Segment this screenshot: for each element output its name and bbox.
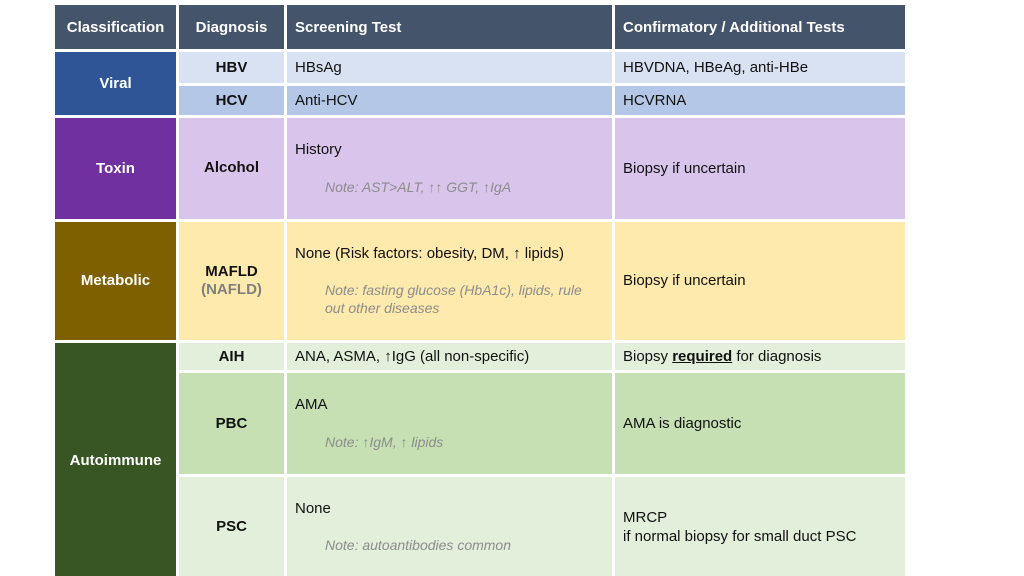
screening-mafld-note: Note: fasting glucose (HbA1c), lipids, r… [325, 282, 582, 317]
confirmatory-hbv: HBVDNA, HBeAg, anti-HBe [615, 52, 905, 83]
diagnosis-hbv: HBV [179, 52, 284, 83]
diagnosis-mafld: MAFLD (NAFLD) [179, 221, 284, 341]
screening-psc-note: Note: autoantibodies common [325, 537, 511, 554]
row-hcv: HCV Anti-HCV HCVRNA [55, 86, 905, 115]
confirmatory-pbc: AMA is diagnostic [615, 373, 905, 474]
screening-alcohol-note: Note: AST>ALT, ↑↑ GGT, ↑IgA [325, 178, 512, 195]
diagnosis-aih: AIH [179, 343, 284, 371]
row-mafld: Metabolic MAFLD (NAFLD) None (Risk facto… [55, 221, 905, 341]
row-hbv: Viral HBV HBsAg HBVDNA, HBeAg, anti-HBe [55, 52, 905, 115]
confirmatory-hcv: HCVRNA [615, 86, 905, 115]
confirmatory-alcohol: Biopsy if uncertain [615, 118, 905, 219]
screening-pbc-main: AMA [295, 396, 328, 414]
screening-psc-main: None [295, 500, 331, 518]
diagnosis-psc: PSC [179, 476, 284, 576]
screening-alcohol: History Note: AST>ALT, ↑↑ GGT, ↑IgA [287, 118, 612, 219]
header-screening-test: Screening Test [287, 5, 612, 49]
header-row: Classification Diagnosis Screening Test … [55, 5, 905, 49]
confirmatory-mafld: Biopsy if uncertain [615, 221, 905, 341]
screening-aih: ANA, ASMA, ↑IgG (all non-specific) [287, 343, 612, 371]
diagnosis-hcv: HCV [179, 86, 284, 115]
confirmatory-psc: MRCP if normal biopsy for small duct PSC [615, 476, 905, 576]
group-autoimmune: Autoimmune [55, 343, 176, 576]
group-toxin: Toxin [55, 118, 176, 219]
row-alcohol: Toxin Alcohol History Note: AST>ALT, ↑↑ … [55, 118, 905, 219]
liver-disease-diagnosis-table: Classification Diagnosis Screening Test … [52, 2, 908, 576]
screening-hbv: HBsAg [287, 52, 612, 83]
header-diagnosis: Diagnosis [179, 5, 284, 49]
diagnosis-pbc: PBC [179, 373, 284, 474]
screening-pbc-note: Note: ↑IgM, ↑ lipids [325, 433, 444, 450]
diagnosis-alcohol: Alcohol [179, 118, 284, 219]
header-confirmatory-tests: Confirmatory / Additional Tests [615, 5, 905, 49]
diagnosis-mafld-main: MAFLD [205, 262, 258, 280]
diagnosis-mafld-sub: (NAFLD) [201, 280, 262, 298]
screening-mafld: None (Risk factors: obesity, DM, ↑ lipid… [287, 221, 612, 341]
confirmatory-aih: Biopsy required for diagnosis [615, 343, 905, 371]
row-aih: Autoimmune AIH ANA, ASMA, ↑IgG (all non-… [55, 343, 905, 576]
group-metabolic: Metabolic [55, 221, 176, 341]
group-viral: Viral [55, 52, 176, 115]
screening-pbc: AMA Note: ↑IgM, ↑ lipids [287, 373, 612, 474]
screening-alcohol-main: History [295, 141, 342, 159]
header-classification: Classification [55, 5, 176, 49]
screening-hcv: Anti-HCV [287, 86, 612, 115]
row-psc: PSC None Note: autoantibodies common MRC… [55, 476, 905, 576]
screening-psc: None Note: autoantibodies common [287, 476, 612, 576]
screening-mafld-main: None (Risk factors: obesity, DM, ↑ lipid… [295, 244, 564, 262]
row-pbc: PBC AMA Note: ↑IgM, ↑ lipids AMA is diag… [55, 373, 905, 474]
